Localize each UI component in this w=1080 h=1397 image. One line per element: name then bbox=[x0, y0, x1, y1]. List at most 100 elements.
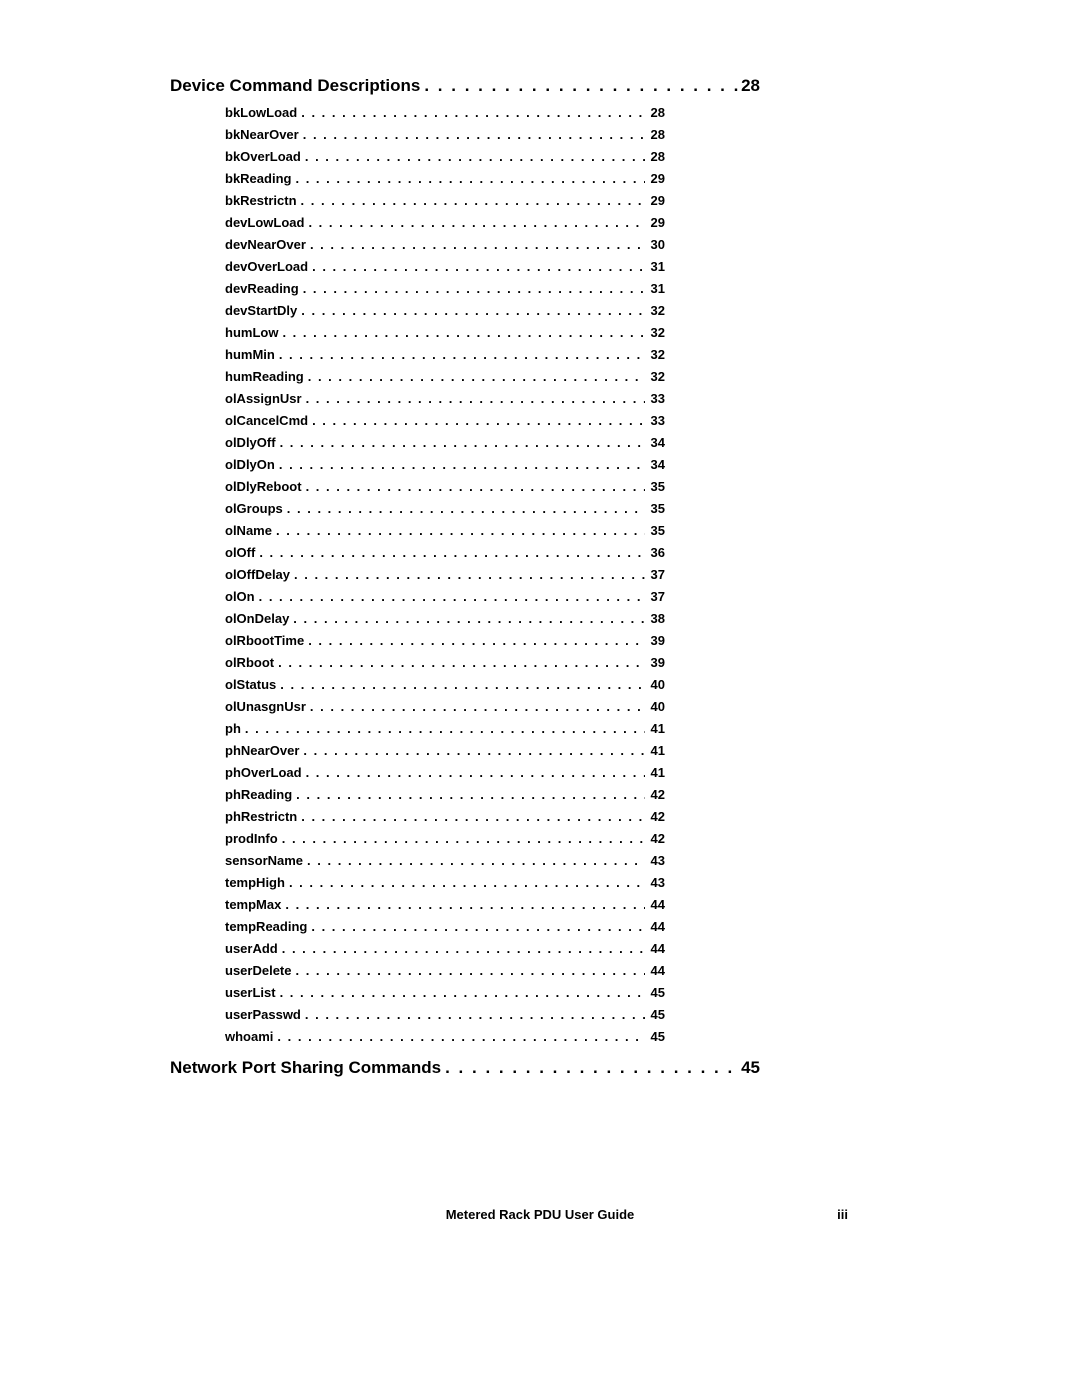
toc-entry-row[interactable]: olDlyOff. . . . . . . . . . . . . . . . … bbox=[225, 436, 665, 458]
toc-entry-row[interactable]: whoami. . . . . . . . . . . . . . . . . … bbox=[225, 1030, 665, 1052]
toc-entry-page: 31 bbox=[645, 260, 665, 273]
toc-entry-row[interactable]: phReading. . . . . . . . . . . . . . . .… bbox=[225, 788, 665, 810]
toc-entry-row[interactable]: olRboot. . . . . . . . . . . . . . . . .… bbox=[225, 656, 665, 678]
toc-leader-dots: . . . . . . . . . . . . . . . . . . . . … bbox=[311, 920, 644, 933]
toc-entry-row[interactable]: olRbootTime. . . . . . . . . . . . . . .… bbox=[225, 634, 665, 656]
toc-entry-row[interactable]: tempHigh. . . . . . . . . . . . . . . . … bbox=[225, 876, 665, 898]
toc-entry-page: 33 bbox=[645, 414, 665, 427]
toc-leader-dots: . . . . . . . . . . . . . . . . . . . . … bbox=[306, 480, 645, 493]
toc-entry-row[interactable]: olAssignUsr. . . . . . . . . . . . . . .… bbox=[225, 392, 665, 414]
toc-entry-label: olUnasgnUsr bbox=[225, 700, 310, 713]
toc-entry-row[interactable]: devNearOver. . . . . . . . . . . . . . .… bbox=[225, 238, 665, 260]
toc-entry-label: userPasswd bbox=[225, 1008, 305, 1021]
toc-leader-dots: . . . . . . . . . . . . . . . . . . . . … bbox=[310, 238, 645, 251]
toc-entry-row[interactable]: bkOverLoad. . . . . . . . . . . . . . . … bbox=[225, 150, 665, 172]
toc-entry-row[interactable]: bkRestrictn. . . . . . . . . . . . . . .… bbox=[225, 194, 665, 216]
toc-entry-row[interactable]: sensorName. . . . . . . . . . . . . . . … bbox=[225, 854, 665, 876]
toc-entry-label: olName bbox=[225, 524, 276, 537]
toc-section-row[interactable]: Device Command Descriptions. . . . . . .… bbox=[170, 76, 760, 96]
toc-entry-label: olGroups bbox=[225, 502, 287, 515]
toc-entry-row[interactable]: tempReading. . . . . . . . . . . . . . .… bbox=[225, 920, 665, 942]
toc-leader-dots: . . . . . . . . . . . . . . . . . . . . … bbox=[245, 722, 645, 735]
toc-entry-label: humLow bbox=[225, 326, 282, 339]
toc-entry-page: 36 bbox=[645, 546, 665, 559]
toc-entry-row[interactable]: olUnasgnUsr. . . . . . . . . . . . . . .… bbox=[225, 700, 665, 722]
toc-entry-row[interactable]: prodInfo. . . . . . . . . . . . . . . . … bbox=[225, 832, 665, 854]
toc-entry-row[interactable]: olGroups. . . . . . . . . . . . . . . . … bbox=[225, 502, 665, 524]
toc-entry-row[interactable]: tempMax. . . . . . . . . . . . . . . . .… bbox=[225, 898, 665, 920]
toc-entry-row[interactable]: devStartDly. . . . . . . . . . . . . . .… bbox=[225, 304, 665, 326]
toc-entry-row[interactable]: userDelete. . . . . . . . . . . . . . . … bbox=[225, 964, 665, 986]
toc-leader-dots: . . . . . . . . . . . . . . . . . . . . … bbox=[420, 76, 741, 96]
toc-leader-dots: . . . . . . . . . . . . . . . . . . . . … bbox=[287, 502, 645, 515]
toc-entry-page: 35 bbox=[645, 524, 665, 537]
toc-entry-label: tempHigh bbox=[225, 876, 289, 889]
toc-entry-row[interactable]: devOverLoad. . . . . . . . . . . . . . .… bbox=[225, 260, 665, 282]
toc-entry-label: olRboot bbox=[225, 656, 278, 669]
toc-entry-page: 44 bbox=[645, 942, 665, 955]
toc-entry-page: 40 bbox=[645, 700, 665, 713]
toc-entry-page: 45 bbox=[645, 1008, 665, 1021]
toc-entry-row[interactable]: olStatus. . . . . . . . . . . . . . . . … bbox=[225, 678, 665, 700]
toc-entry-row[interactable]: devReading. . . . . . . . . . . . . . . … bbox=[225, 282, 665, 304]
toc-leader-dots: . . . . . . . . . . . . . . . . . . . . … bbox=[301, 304, 644, 317]
toc-leader-dots: . . . . . . . . . . . . . . . . . . . . … bbox=[280, 436, 645, 449]
toc-entry-row[interactable]: devLowLoad. . . . . . . . . . . . . . . … bbox=[225, 216, 665, 238]
toc-leader-dots: . . . . . . . . . . . . . . . . . . . . … bbox=[308, 634, 644, 647]
toc-leader-dots: . . . . . . . . . . . . . . . . . . . . … bbox=[306, 766, 645, 779]
toc-leader-dots: . . . . . . . . . . . . . . . . . . . . … bbox=[301, 106, 644, 119]
toc-entry-row[interactable]: bkNearOver. . . . . . . . . . . . . . . … bbox=[225, 128, 665, 150]
toc-leader-dots: . . . . . . . . . . . . . . . . . . . . … bbox=[312, 414, 644, 427]
toc-entry-label: phNearOver bbox=[225, 744, 303, 757]
toc-entry-row[interactable]: bkReading. . . . . . . . . . . . . . . .… bbox=[225, 172, 665, 194]
toc-entry-label: devStartDly bbox=[225, 304, 301, 317]
toc-entry-row[interactable]: olOff. . . . . . . . . . . . . . . . . .… bbox=[225, 546, 665, 568]
toc-entry-label: whoami bbox=[225, 1030, 277, 1043]
toc-entry-row[interactable]: olDlyOn. . . . . . . . . . . . . . . . .… bbox=[225, 458, 665, 480]
footer-page-number: iii bbox=[837, 1207, 848, 1222]
toc-entry-label: olDlyOff bbox=[225, 436, 280, 449]
toc-entries: bkLowLoad. . . . . . . . . . . . . . . .… bbox=[225, 106, 665, 1052]
toc-entry-label: bkLowLoad bbox=[225, 106, 301, 119]
toc-entry-label: phOverLoad bbox=[225, 766, 306, 779]
toc-entry-row[interactable]: userPasswd. . . . . . . . . . . . . . . … bbox=[225, 1008, 665, 1030]
toc-entry-row[interactable]: olDlyReboot. . . . . . . . . . . . . . .… bbox=[225, 480, 665, 502]
toc-entry-row[interactable]: phNearOver. . . . . . . . . . . . . . . … bbox=[225, 744, 665, 766]
toc-entry-row[interactable]: humMin. . . . . . . . . . . . . . . . . … bbox=[225, 348, 665, 370]
toc-entry-label: humReading bbox=[225, 370, 308, 383]
toc-entry-row[interactable]: userList. . . . . . . . . . . . . . . . … bbox=[225, 986, 665, 1008]
toc-entry-row[interactable]: phOverLoad. . . . . . . . . . . . . . . … bbox=[225, 766, 665, 788]
toc-entry-row[interactable]: humReading. . . . . . . . . . . . . . . … bbox=[225, 370, 665, 392]
toc-entry-row[interactable]: ph. . . . . . . . . . . . . . . . . . . … bbox=[225, 722, 665, 744]
toc-entry-page: 44 bbox=[645, 920, 665, 933]
toc-leader-dots: . . . . . . . . . . . . . . . . . . . . … bbox=[312, 260, 644, 273]
toc-entry-page: 32 bbox=[645, 326, 665, 339]
toc-section-row[interactable]: Network Port Sharing Commands. . . . . .… bbox=[170, 1058, 760, 1078]
toc-leader-dots: . . . . . . . . . . . . . . . . . . . . … bbox=[259, 546, 644, 559]
toc-entry-label: olOn bbox=[225, 590, 259, 603]
toc-entry-row[interactable]: olOn. . . . . . . . . . . . . . . . . . … bbox=[225, 590, 665, 612]
toc-entry-row[interactable]: phRestrictn. . . . . . . . . . . . . . .… bbox=[225, 810, 665, 832]
toc-leader-dots: . . . . . . . . . . . . . . . . . . . . … bbox=[285, 898, 644, 911]
toc-entry-page: 44 bbox=[645, 964, 665, 977]
toc-leader-dots: . . . . . . . . . . . . . . . . . . . . … bbox=[303, 282, 645, 295]
toc-entry-page: 28 bbox=[645, 150, 665, 163]
toc-entry-label: devReading bbox=[225, 282, 303, 295]
toc-entry-label: ph bbox=[225, 722, 245, 735]
toc-leader-dots: . . . . . . . . . . . . . . . . . . . . … bbox=[441, 1058, 741, 1078]
toc-leader-dots: . . . . . . . . . . . . . . . . . . . . … bbox=[310, 700, 645, 713]
toc-entry-row[interactable]: bkLowLoad. . . . . . . . . . . . . . . .… bbox=[225, 106, 665, 128]
toc-entry-row[interactable]: olName. . . . . . . . . . . . . . . . . … bbox=[225, 524, 665, 546]
toc-root: Device Command Descriptions. . . . . . .… bbox=[170, 76, 960, 1078]
toc-leader-dots: . . . . . . . . . . . . . . . . . . . . … bbox=[295, 964, 644, 977]
toc-entry-page: 31 bbox=[645, 282, 665, 295]
toc-leader-dots: . . . . . . . . . . . . . . . . . . . . … bbox=[301, 810, 644, 823]
toc-entry-page: 29 bbox=[645, 172, 665, 185]
toc-leader-dots: . . . . . . . . . . . . . . . . . . . . … bbox=[307, 854, 644, 867]
toc-entry-row[interactable]: olOffDelay. . . . . . . . . . . . . . . … bbox=[225, 568, 665, 590]
toc-entry-row[interactable]: humLow. . . . . . . . . . . . . . . . . … bbox=[225, 326, 665, 348]
toc-entry-row[interactable]: userAdd. . . . . . . . . . . . . . . . .… bbox=[225, 942, 665, 964]
toc-leader-dots: . . . . . . . . . . . . . . . . . . . . … bbox=[282, 942, 645, 955]
toc-entry-row[interactable]: olOnDelay. . . . . . . . . . . . . . . .… bbox=[225, 612, 665, 634]
toc-entry-row[interactable]: olCancelCmd. . . . . . . . . . . . . . .… bbox=[225, 414, 665, 436]
